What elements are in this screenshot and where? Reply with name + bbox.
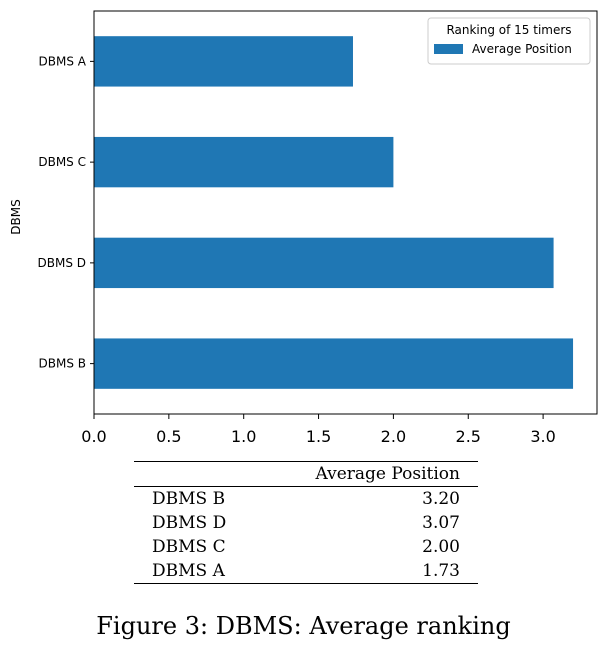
y-tick-label: DBMS A [39,54,87,68]
table-header-empty [134,462,264,487]
bar-dbms-c [94,136,394,188]
table-row: DBMS C 2.00 [134,535,478,559]
table-cell-value: 1.73 [422,561,460,581]
table-row: DBMS B 3.20 [134,487,478,512]
bar-dbms-d [94,237,554,289]
legend: Ranking of 15 timers Average Position [427,17,591,65]
data-table: Average Position DBMS B 3.20 DBMS D 3.07… [134,461,478,584]
x-axis: 0.0 0.5 1.0 1.5 2.0 2.5 3.0 [81,414,556,446]
legend-title: Ranking of 15 timers [446,23,571,37]
x-tick-label: 0.0 [81,427,106,446]
y-tick-label: DBMS D [38,256,87,270]
legend-swatch [434,44,463,54]
table-cell-label: DBMS C [152,537,226,557]
x-tick-label: 1.0 [231,427,256,446]
bar-dbms-a [94,36,353,87]
legend-label: Average Position [472,42,572,56]
table-cell-value: 3.07 [422,513,460,533]
x-tick-label: 2.5 [456,427,481,446]
legend-box [427,17,591,65]
table-header-row: Average Position [134,461,478,487]
table-header-average-position: Average Position [315,464,460,484]
table-row: DBMS D 3.07 [134,511,478,535]
table-cell-label: DBMS B [152,489,226,509]
bars-layer [94,36,574,389]
y-axis-label: DBMS [9,199,23,234]
table-cell-value: 2.00 [422,537,460,557]
x-tick-label: 2.0 [381,427,406,446]
y-tick-label: DBMS C [38,155,86,169]
y-axis: DBMS B DBMS D DBMS C DBMS A [38,54,94,371]
figure-caption: Figure 3: DBMS: Average ranking [96,612,511,640]
table-cell-label: DBMS A [152,561,225,581]
x-tick-label: 0.5 [156,427,181,446]
x-tick-label: 3.0 [530,427,555,446]
table-cell-label: DBMS D [152,513,227,533]
bar-chart: DBMS B DBMS D DBMS C DBMS A 0.0 0.5 1.0 1.5 2.0… [9,10,598,446]
bar-dbms-b [94,338,574,389]
y-tick-label: DBMS B [39,357,87,371]
table-row: DBMS A 1.73 [134,559,478,584]
table-cell-value: 3.20 [422,489,460,509]
x-tick-label: 1.5 [306,427,331,446]
plot-frame [93,10,598,415]
